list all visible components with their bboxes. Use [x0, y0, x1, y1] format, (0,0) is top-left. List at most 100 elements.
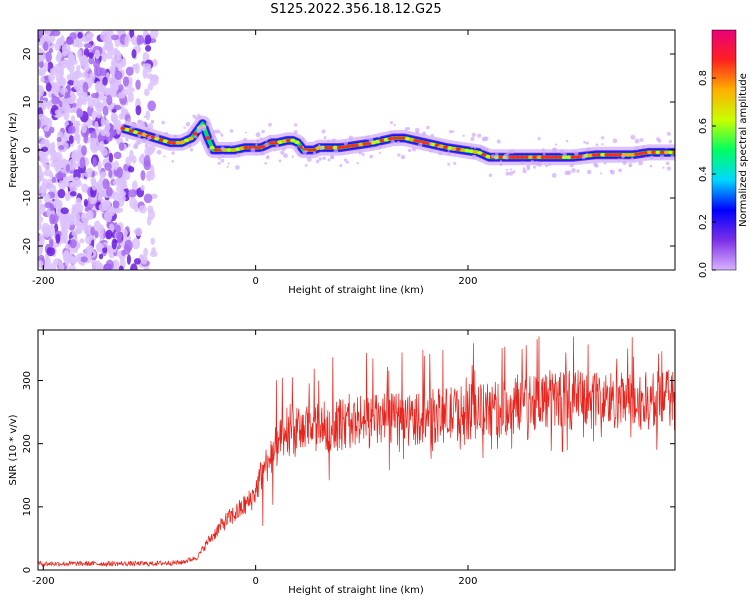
ridge-peak: [625, 153, 631, 157]
halo-speck: [638, 160, 644, 166]
ridge-peak: [226, 148, 232, 152]
ridge-peak: [209, 145, 215, 150]
snr-y-ticks: 0 100 200 300: [22, 371, 675, 573]
ridge-peak: [617, 153, 623, 157]
noise-blob: [72, 256, 82, 262]
halo-speck: [451, 148, 454, 151]
halo-speck: [545, 164, 549, 168]
ridge-peak: [332, 145, 338, 150]
ridge-peak: [468, 149, 474, 154]
ridge-peak: [400, 136, 406, 140]
halo-speck: [617, 158, 621, 161]
ridge-peak: [587, 153, 593, 158]
halo-speck: [396, 140, 400, 144]
halo-speck: [147, 127, 151, 131]
noise-blob: [93, 59, 101, 69]
noise-blob: [108, 152, 114, 163]
noise-blob: [46, 246, 56, 257]
noise-blob: [105, 88, 111, 95]
halo-speck: [610, 169, 615, 175]
noise-blob: [131, 237, 141, 250]
halo-speck: [300, 138, 305, 142]
noise-blob: [110, 34, 120, 41]
spectrogram-y-label: Frequency (Hz): [8, 112, 19, 188]
noise-blob: [45, 51, 52, 63]
noise-blob: [150, 237, 155, 245]
halo-speck: [260, 150, 265, 156]
halo-speck: [142, 137, 147, 143]
ridge-peak: [443, 145, 449, 150]
colorbar: 0.0 0.2 0.4 0.6 0.8 Normalized spectral ampl…: [698, 29, 749, 278]
ridge-peak: [277, 140, 283, 144]
ridge-peak: [417, 139, 423, 144]
halo-speck: [294, 123, 298, 127]
noise-blob: [67, 264, 77, 270]
noise-blob: [102, 96, 108, 109]
halo-speck: [494, 157, 498, 160]
noise-blob: [111, 238, 117, 250]
ridge-peak: [345, 144, 351, 149]
ridge-peak: [175, 141, 181, 145]
halo-speck: [512, 170, 516, 174]
halo-speck: [322, 156, 326, 161]
halo-speck: [542, 152, 546, 156]
noise-blob: [45, 82, 52, 92]
halo-speck: [428, 142, 433, 146]
ridge-peak: [655, 150, 661, 155]
halo-speck: [635, 146, 639, 151]
noise-blob: [98, 262, 104, 270]
chart-title: S125.2022.356.18.12.G25: [270, 2, 441, 17]
halo-speck: [250, 147, 256, 153]
noise-blob: [129, 197, 138, 210]
noise-blob: [143, 247, 149, 257]
halo-speck: [659, 154, 665, 160]
noise-blob: [116, 166, 123, 179]
noise-blob: [135, 79, 141, 90]
noise-blob: [63, 109, 70, 121]
halo-speck: [634, 138, 640, 144]
ridge-peak: [120, 126, 126, 131]
noise-blob: [77, 98, 83, 109]
halo-speck: [642, 145, 645, 148]
snr-y-label: SNR (10 * v/v): [8, 414, 19, 485]
halo-speck: [227, 162, 230, 165]
ridge-peak: [608, 153, 614, 157]
halo-speck: [537, 137, 541, 141]
noise-blob: [144, 265, 150, 270]
noise-blob: [135, 105, 142, 116]
halo-speck: [151, 121, 154, 124]
halo-speck: [377, 135, 381, 139]
halo-speck: [235, 165, 240, 170]
noise-blob: [104, 162, 112, 171]
halo-speck: [670, 154, 675, 158]
halo-speck: [622, 160, 627, 165]
y-tick-label: -20: [22, 238, 33, 254]
ridge-peak: [477, 151, 483, 155]
noise-blob: [40, 139, 49, 148]
ridge-peak: [553, 155, 559, 159]
halo-speck: [144, 143, 149, 148]
halo-speck: [484, 136, 489, 141]
halo-speck: [318, 144, 321, 147]
y-tick-label: 200: [22, 434, 33, 453]
ridge-peak: [358, 142, 364, 147]
halo-speck: [504, 155, 510, 160]
halo-speck: [304, 164, 308, 167]
halo-speck: [319, 146, 324, 151]
noise-blob: [80, 256, 88, 263]
halo-speck: [426, 125, 430, 130]
ridge-peak: [128, 129, 135, 133]
halo-speck: [666, 166, 672, 171]
noise-blob: [147, 100, 156, 112]
ridge-peak: [294, 140, 300, 145]
noise-blob: [122, 76, 130, 87]
halo-speck: [143, 131, 146, 135]
halo-speck: [219, 132, 222, 135]
noise-blob: [133, 258, 141, 265]
noise-blob: [114, 70, 123, 80]
spectrogram-x-ticks: -200 0 200: [32, 30, 478, 287]
halo-speck: [348, 135, 354, 141]
halo-speck: [437, 145, 440, 149]
noise-blob: [113, 160, 119, 171]
noise-blob: [61, 43, 71, 54]
